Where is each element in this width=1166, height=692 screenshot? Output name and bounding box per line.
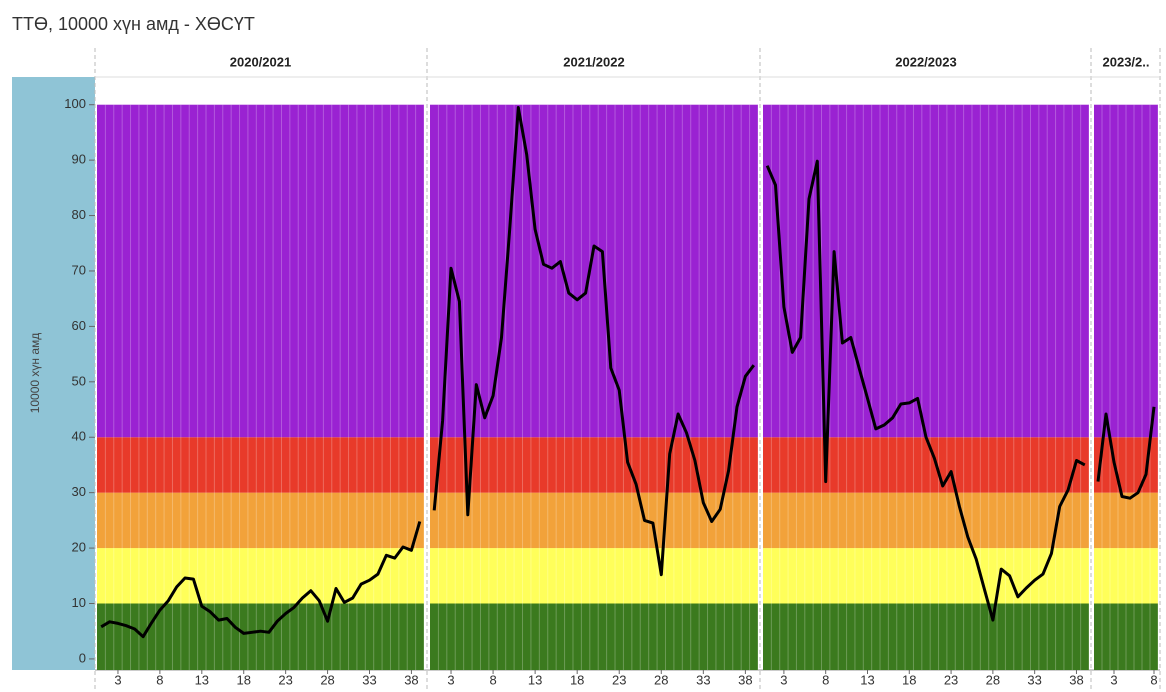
line (765, 159, 1086, 622)
threshold-band (97, 492, 424, 549)
x-tick-label: 3 (1110, 672, 1117, 687)
x-tick-label: 13 (860, 672, 874, 687)
threshold-band (97, 548, 424, 604)
threshold-band (763, 104, 1089, 438)
threshold-band (1094, 603, 1158, 670)
y-axis-label: 10000 хүн амд (28, 333, 42, 414)
x-tick-label: 28 (986, 672, 1000, 687)
x-tick-label: 18 (570, 672, 584, 687)
threshold-band (1094, 104, 1158, 438)
y-tick-label: 20 (72, 540, 86, 555)
threshold-band (97, 603, 424, 670)
x-tick-label: 38 (404, 672, 418, 687)
x-tick-label: 23 (612, 672, 626, 687)
y-tick-label: 60 (72, 318, 86, 333)
y-tick-label: 90 (72, 152, 86, 167)
y-tick-label: 0 (79, 650, 86, 665)
x-tick-label: 8 (156, 672, 163, 687)
threshold-band (97, 104, 424, 438)
x-tick-label: 8 (1150, 672, 1157, 687)
line (100, 521, 422, 639)
x-tick-label: 28 (320, 672, 334, 687)
x-tick-label: 23 (278, 672, 292, 687)
y-tick-label: 100 (64, 96, 86, 111)
threshold-band (763, 548, 1089, 604)
threshold-band (763, 492, 1089, 549)
x-tick-label: 23 (944, 672, 958, 687)
x-tick-label: 3 (447, 672, 454, 687)
x-tick-label: 3 (114, 672, 121, 687)
threshold-band (430, 548, 758, 604)
threshold-band (1094, 548, 1158, 604)
line (1096, 406, 1156, 500)
y-tick-label: 70 (72, 262, 86, 277)
x-tick-label: 33 (1027, 672, 1041, 687)
x-tick-label: 33 (362, 672, 376, 687)
x-tick-label: 3 (780, 672, 787, 687)
x-tick-label: 8 (489, 672, 496, 687)
x-tick-label: 8 (822, 672, 829, 687)
y-tick-label: 10 (72, 595, 86, 610)
chart-title: ТТӨ, 10000 хүн амд - ХӨСҮТ (12, 14, 255, 34)
threshold-band (1094, 492, 1158, 549)
facet-title: 2023/2.. (1103, 54, 1150, 69)
y-tick-label: 80 (72, 207, 86, 222)
x-tick-label: 38 (738, 672, 752, 687)
x-tick-label: 18 (236, 672, 250, 687)
threshold-band (763, 603, 1089, 670)
x-tick-label: 18 (902, 672, 916, 687)
threshold-band (763, 437, 1089, 493)
y-tick-label: 50 (72, 373, 86, 388)
threshold-band (430, 104, 758, 438)
y-tick-label: 30 (72, 484, 86, 499)
threshold-band (430, 437, 758, 493)
x-tick-label: 13 (528, 672, 542, 687)
y-tick-label: 40 (72, 429, 86, 444)
threshold-band (97, 437, 424, 493)
x-tick-label: 13 (195, 672, 209, 687)
facet-title: 2020/2021 (230, 54, 291, 69)
threshold-band (430, 492, 758, 549)
x-tick-label: 38 (1069, 672, 1083, 687)
facet-title: 2022/2023 (895, 54, 956, 69)
threshold-band (430, 603, 758, 670)
y-axis-area (12, 77, 95, 670)
facet-title: 2021/2022 (563, 54, 624, 69)
line (432, 106, 755, 577)
x-tick-label: 33 (696, 672, 710, 687)
x-tick-label: 28 (654, 672, 668, 687)
